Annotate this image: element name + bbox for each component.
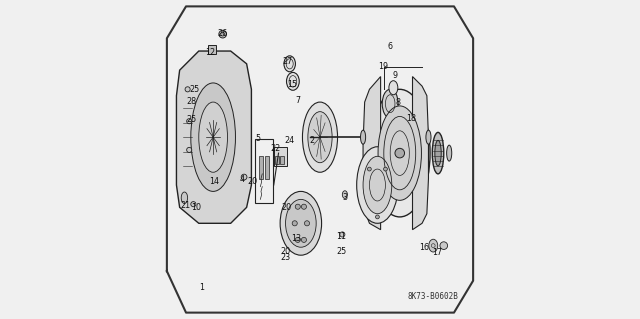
Bar [275,156,279,164]
Text: 5: 5 [255,134,260,143]
Text: 16: 16 [420,243,429,252]
Circle shape [187,147,192,152]
Ellipse shape [181,192,188,204]
Polygon shape [413,77,428,230]
Text: 18: 18 [406,115,417,123]
Circle shape [219,30,227,38]
Text: 25: 25 [336,247,346,256]
Ellipse shape [303,102,337,172]
Text: 25: 25 [190,85,200,94]
Bar [280,156,284,164]
Circle shape [383,167,387,171]
Ellipse shape [280,191,321,255]
Ellipse shape [435,140,441,166]
Ellipse shape [363,156,392,214]
Text: 3: 3 [342,193,348,202]
Bar [259,156,263,179]
Text: 21: 21 [180,201,190,210]
Ellipse shape [342,191,348,198]
Text: 8K73-B0602B: 8K73-B0602B [408,293,459,301]
Ellipse shape [426,130,431,144]
Text: 2: 2 [310,136,315,145]
Text: 20: 20 [281,203,291,212]
Text: 27: 27 [283,57,293,66]
Circle shape [301,237,307,242]
Text: 7: 7 [295,96,300,105]
Text: 20: 20 [247,177,257,186]
Ellipse shape [360,130,365,144]
Text: 4: 4 [239,175,244,184]
Text: 1: 1 [200,283,204,292]
Circle shape [191,202,196,207]
Circle shape [187,119,192,124]
Text: 25: 25 [187,115,197,124]
Text: 9: 9 [392,71,397,80]
Bar [255,139,273,203]
Text: 20: 20 [281,247,291,256]
Text: 23: 23 [281,253,291,262]
Circle shape [241,174,247,180]
Text: 11: 11 [336,232,346,241]
Circle shape [295,204,300,209]
Ellipse shape [199,102,227,172]
Text: 26: 26 [217,29,227,38]
Ellipse shape [389,81,398,95]
Text: 28: 28 [186,97,196,106]
Ellipse shape [378,106,422,200]
Ellipse shape [287,72,300,90]
Text: 6: 6 [387,42,392,51]
Polygon shape [363,77,381,230]
Text: 15: 15 [287,80,298,89]
Circle shape [301,204,307,209]
Text: 24: 24 [284,137,294,145]
Text: 22: 22 [271,144,281,153]
Circle shape [376,215,380,219]
Text: 13: 13 [291,234,301,243]
Text: 12: 12 [205,48,216,57]
Text: 10: 10 [191,203,202,212]
Bar [265,156,269,179]
Text: 14: 14 [209,177,219,186]
Circle shape [440,242,447,249]
Ellipse shape [447,145,452,161]
Circle shape [305,221,310,226]
Ellipse shape [382,89,398,118]
Ellipse shape [429,239,438,252]
Ellipse shape [432,132,444,174]
Circle shape [295,237,300,242]
Text: 19: 19 [378,62,388,71]
Ellipse shape [369,89,430,217]
Text: 8: 8 [395,98,400,107]
Circle shape [395,148,404,158]
Bar [274,147,287,166]
Ellipse shape [356,147,398,223]
Circle shape [185,87,190,92]
Circle shape [340,232,345,237]
Polygon shape [177,51,252,223]
Ellipse shape [191,83,236,191]
Text: 17: 17 [433,248,442,256]
Ellipse shape [308,112,332,163]
Ellipse shape [285,199,316,247]
Bar [209,45,216,54]
Circle shape [367,167,371,171]
Ellipse shape [284,56,296,72]
Circle shape [292,221,297,226]
